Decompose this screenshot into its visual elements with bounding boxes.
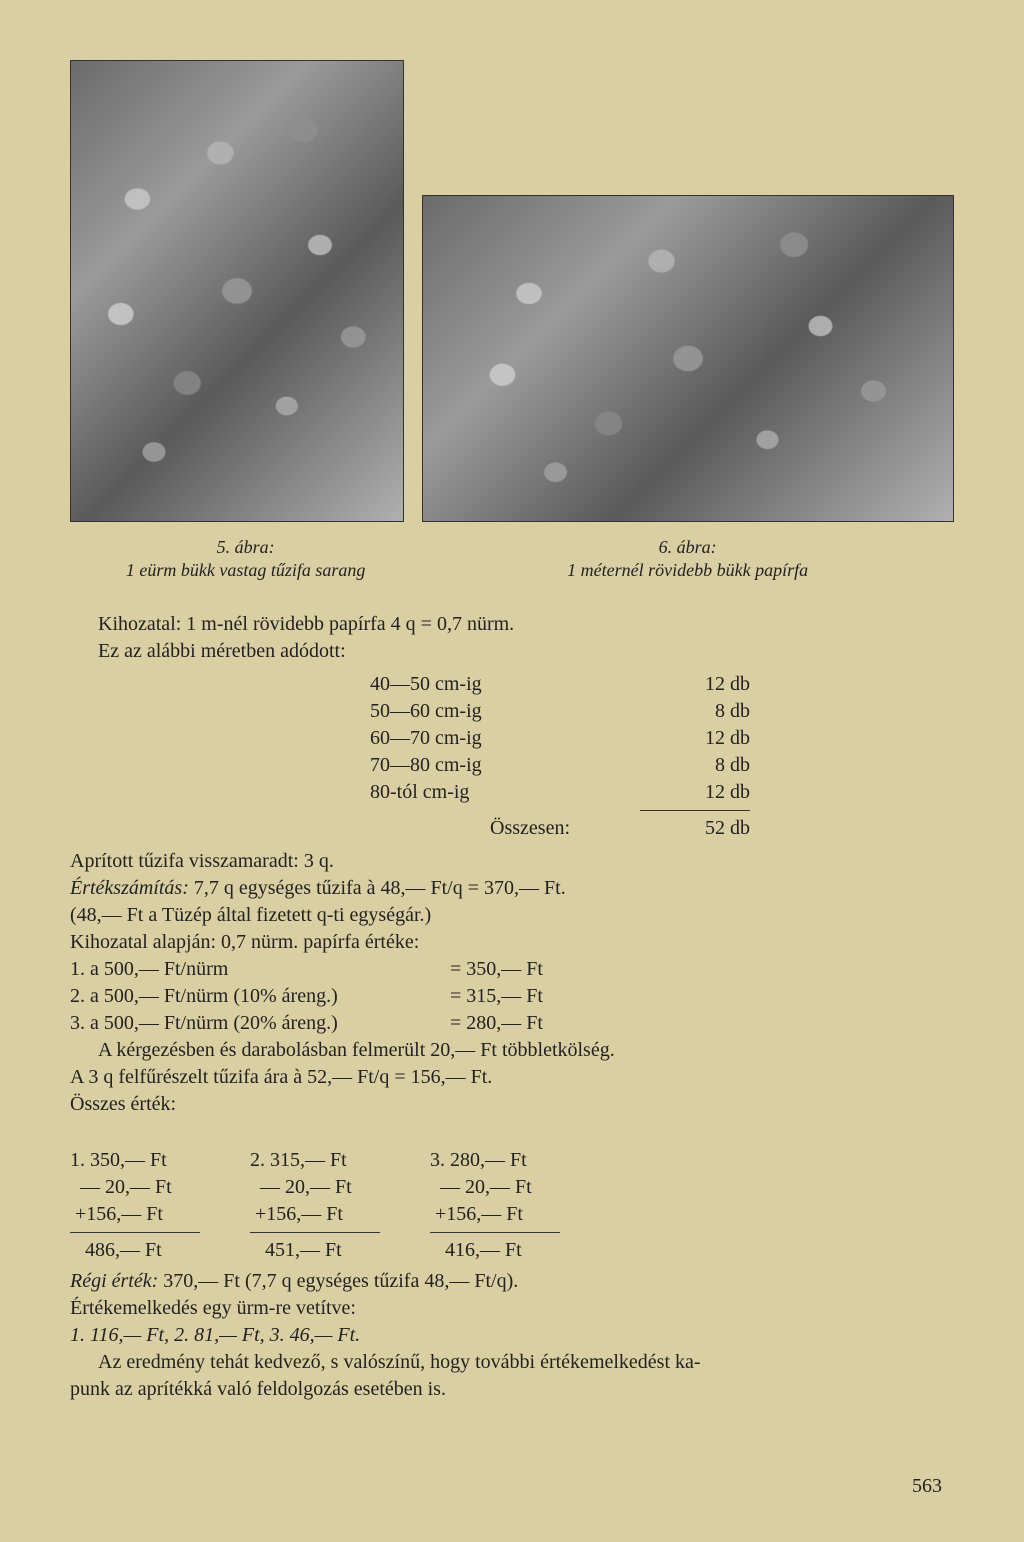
col-line: 1. 350,— Ft: [70, 1149, 167, 1171]
count-cell: 8 db: [650, 698, 750, 725]
col-line: 416,— Ft: [430, 1239, 522, 1261]
col-rule: [250, 1232, 380, 1233]
caption-num: 5. ábra:: [217, 537, 275, 557]
range-cell: 50—60 cm-ig: [370, 698, 570, 725]
body-rest: 7,7 q egységes tűzifa à 48,— Ft/q = 370,…: [189, 877, 566, 899]
col-line: 3. 280,— Ft: [430, 1149, 527, 1171]
col-line: 451,— Ft: [250, 1239, 342, 1261]
italic-label: Régi érték:: [70, 1270, 158, 1292]
col-line: 486,— Ft: [70, 1239, 162, 1261]
body-line: Aprított tűzifa visszamaradt: 3 q.: [70, 848, 954, 875]
table-total-row: Összesen: 52 db: [370, 815, 750, 842]
paragraph: Ez az alábbi méretben adódott:: [70, 638, 954, 665]
body-line: Kihozatal alapján: 0,7 nürm. papírfa ért…: [70, 929, 954, 956]
calc-lhs: 1. a 500,— Ft/nürm: [70, 956, 450, 983]
calc-block: 1. a 500,— Ft/nürm = 350,— Ft 2. a 500,—…: [70, 956, 954, 1037]
total-value: 52 db: [650, 815, 750, 842]
calc-lhs: 3. a 500,— Ft/nürm (20% áreng.): [70, 1010, 450, 1037]
body-rest: 370,— Ft (7,7 q egységes tűzifa 48,— Ft/…: [158, 1270, 518, 1292]
col-line: +156,— Ft: [250, 1203, 343, 1225]
col-line: +156,— Ft: [70, 1203, 163, 1225]
figure-6-photo: [422, 195, 954, 522]
caption-row: 5. ábra: 1 eürm bükk vastag tűzifa saran…: [70, 536, 954, 583]
figure-6-caption: 6. ábra: 1 méternél rövidebb bükk papírf…: [421, 536, 954, 583]
body-line: Régi érték: 370,— Ft (7,7 q egységes tűz…: [70, 1268, 954, 1295]
count-cell: 12 db: [650, 779, 750, 806]
table-row: 40—50 cm-ig 12 db: [370, 671, 750, 698]
col-line: — 20,— Ft: [70, 1176, 172, 1198]
range-cell: 80-tól cm-ig: [370, 779, 570, 806]
col-line: 2. 315,— Ft: [250, 1149, 347, 1171]
table-row: 50—60 cm-ig 8 db: [370, 698, 750, 725]
col-rule: [70, 1232, 200, 1233]
body-line: Értékszámítás: 7,7 q egységes tűzifa à 4…: [70, 875, 954, 902]
body-line: 1. 116,— Ft, 2. 81,— Ft, 3. 46,— Ft.: [70, 1322, 954, 1349]
body-line: Értékemelkedés egy ürm-re vetítve:: [70, 1295, 954, 1322]
body-line: (48,— Ft a Tüzép által fizetett q-ti egy…: [70, 902, 954, 929]
col-line: +156,— Ft: [430, 1203, 523, 1225]
range-cell: 70—80 cm-ig: [370, 752, 570, 779]
body-line: Összes érték:: [70, 1091, 954, 1118]
page-container: 5. ábra: 1 eürm bükk vastag tűzifa saran…: [0, 0, 1024, 1542]
caption-text: 1 méternél rövidebb bükk papírfa: [567, 560, 808, 580]
count-cell: 12 db: [650, 671, 750, 698]
count-cell: 8 db: [650, 752, 750, 779]
calc-row: 2. a 500,— Ft/nürm (10% áreng.) = 315,— …: [70, 983, 954, 1010]
size-table: 40—50 cm-ig 12 db 50—60 cm-ig 8 db 60—70…: [370, 671, 750, 842]
table-row: 70—80 cm-ig 8 db: [370, 752, 750, 779]
italic-label: Értékszámítás:: [70, 877, 189, 899]
range-cell: 60—70 cm-ig: [370, 725, 570, 752]
table-row: 60—70 cm-ig 12 db: [370, 725, 750, 752]
table-rule: [640, 810, 750, 811]
page-number: 563: [912, 1475, 942, 1498]
calc-column: 2. 315,— Ft — 20,— Ft +156,— Ft 451,— Ft: [250, 1120, 380, 1264]
caption-num: 6. ábra:: [659, 537, 717, 557]
calc-rhs: = 350,— Ft: [450, 956, 543, 983]
col-line: — 20,— Ft: [430, 1176, 532, 1198]
figure-5-caption: 5. ábra: 1 eürm bükk vastag tűzifa saran…: [70, 536, 421, 583]
calc-row: 3. a 500,— Ft/nürm (20% áreng.) = 280,— …: [70, 1010, 954, 1037]
calc-column: 3. 280,— Ft — 20,— Ft +156,— Ft 416,— Ft: [430, 1120, 560, 1264]
body-line: A kérgezésben és darabolásban felmerült …: [70, 1037, 954, 1064]
paragraph: Kihozatal: 1 m-nél rövidebb papírfa 4 q …: [70, 611, 954, 638]
calc-row: 1. a 500,— Ft/nürm = 350,— Ft: [70, 956, 954, 983]
final-paragraph: Az eredmény tehát kedvező, s valószínű, …: [70, 1349, 954, 1403]
body-line: A 3 q felfűrészelt tűzifa ára à 52,— Ft/…: [70, 1064, 954, 1091]
count-cell: 12 db: [650, 725, 750, 752]
calc-column: 1. 350,— Ft — 20,— Ft +156,— Ft 486,— Ft: [70, 1120, 200, 1264]
calc-rhs: = 280,— Ft: [450, 1010, 543, 1037]
three-column-calc: 1. 350,— Ft — 20,— Ft +156,— Ft 486,— Ft…: [70, 1120, 954, 1264]
body-text: Kihozatal: 1 m-nél rövidebb papírfa 4 q …: [70, 611, 954, 1403]
calc-lhs: 2. a 500,— Ft/nürm (10% áreng.): [70, 983, 450, 1010]
col-line: — 20,— Ft: [250, 1176, 352, 1198]
photo-row: [70, 60, 954, 522]
col-rule: [430, 1232, 560, 1233]
figure-5-photo: [70, 60, 404, 522]
caption-text: 1 eürm bükk vastag tűzifa sarang: [126, 560, 365, 580]
range-cell: 40—50 cm-ig: [370, 671, 570, 698]
total-label: Összesen:: [370, 815, 570, 842]
calc-rhs: = 315,— Ft: [450, 983, 543, 1010]
table-row: 80-tól cm-ig 12 db: [370, 779, 750, 806]
